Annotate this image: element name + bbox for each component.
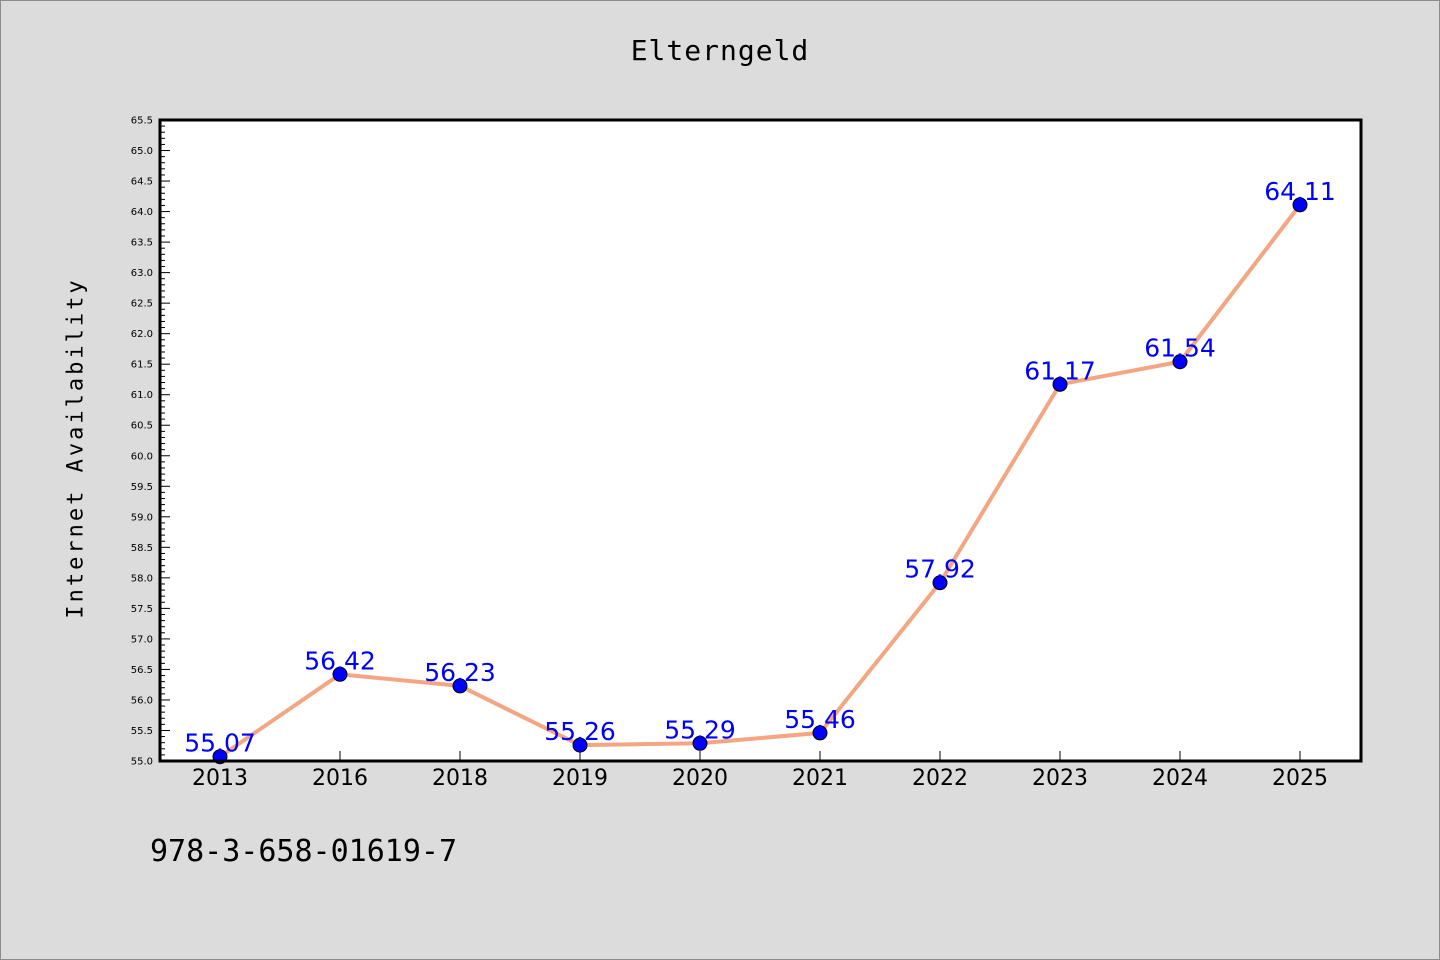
y-tick-label: 56.0 xyxy=(131,695,153,706)
y-tick-label: 58.0 xyxy=(131,573,153,584)
y-tick-label: 59.5 xyxy=(131,482,153,493)
y-tick-label: 55.5 xyxy=(131,726,153,737)
data-label: 56.42 xyxy=(304,646,376,675)
data-label: 55.07 xyxy=(184,729,256,758)
data-label: 64.11 xyxy=(1264,177,1336,206)
data-point xyxy=(572,737,588,753)
data-label: 57.92 xyxy=(904,555,976,584)
y-tick-label: 57.5 xyxy=(131,604,153,615)
x-tick-label: 2024 xyxy=(1152,766,1208,791)
plot-border xyxy=(158,118,1363,763)
data-point xyxy=(692,735,708,751)
x-tick-label: 2013 xyxy=(192,766,248,791)
y-tick-label: 62.0 xyxy=(131,329,153,340)
data-point xyxy=(932,575,948,591)
y-tick-label: 55.0 xyxy=(131,757,153,768)
data-label: 61.17 xyxy=(1024,356,1096,385)
y-tick-label: 60.5 xyxy=(131,421,153,432)
y-tick-label: 57.0 xyxy=(131,634,153,645)
footer-note: 978-3-658-01619-7 xyxy=(150,834,458,869)
y-tick-label: 64.0 xyxy=(131,207,153,218)
data-point xyxy=(1052,376,1068,392)
data-label: 61.54 xyxy=(1144,334,1216,363)
y-tick-label: 63.0 xyxy=(131,268,153,279)
x-tick-label: 2022 xyxy=(912,766,968,791)
x-tick-label: 2016 xyxy=(312,766,368,791)
series-layer: 55.07 56.42 56.23 55.26 55.29 55.46 57.92 61.17… xyxy=(184,177,1336,765)
data-label: 55.26 xyxy=(544,717,616,746)
data-point xyxy=(1172,354,1188,370)
y-tick-label: 62.5 xyxy=(131,299,153,310)
data-point xyxy=(452,678,468,694)
y-tick-label: 58.5 xyxy=(131,543,153,554)
x-tick-label: 2023 xyxy=(1032,766,1088,791)
data-point xyxy=(812,725,828,741)
chart-title: Elterngeld xyxy=(630,34,810,67)
y-tick-label: 59.0 xyxy=(131,512,153,523)
y-tick-label: 56.5 xyxy=(131,665,153,676)
x-tick-label: 2021 xyxy=(792,766,848,791)
y-tick-label: 61.0 xyxy=(131,390,153,401)
x-tick-label: 2020 xyxy=(672,766,728,791)
series-line xyxy=(218,202,1302,759)
x-axis-ticks: 2013 2016 2018 2019 2020 2021 2022 2023 2024 2025 xyxy=(192,751,1328,791)
data-point xyxy=(1292,197,1308,213)
data-point xyxy=(332,666,348,682)
plot-area xyxy=(160,120,1361,761)
data-label: 56.23 xyxy=(424,658,496,687)
data-label: 55.46 xyxy=(784,705,856,734)
y-tick-label: 64.5 xyxy=(131,177,153,188)
y-tick-label: 65.0 xyxy=(131,146,153,157)
x-tick-label: 2018 xyxy=(432,766,488,791)
y-tick-label: 65.5 xyxy=(131,116,153,127)
x-tick-label: 2025 xyxy=(1272,766,1328,791)
y-tick-label: 61.5 xyxy=(131,360,153,371)
y-tick-label: 60.0 xyxy=(131,451,153,462)
y-tick-label: 63.5 xyxy=(131,238,153,249)
data-label: 55.29 xyxy=(664,715,736,744)
y-axis-ticks: 55.0 55.5 56.0 56.5 57.0 57.5 58.0 58.5 59.0 59.5… xyxy=(131,116,170,768)
x-tick-label: 2019 xyxy=(552,766,608,791)
